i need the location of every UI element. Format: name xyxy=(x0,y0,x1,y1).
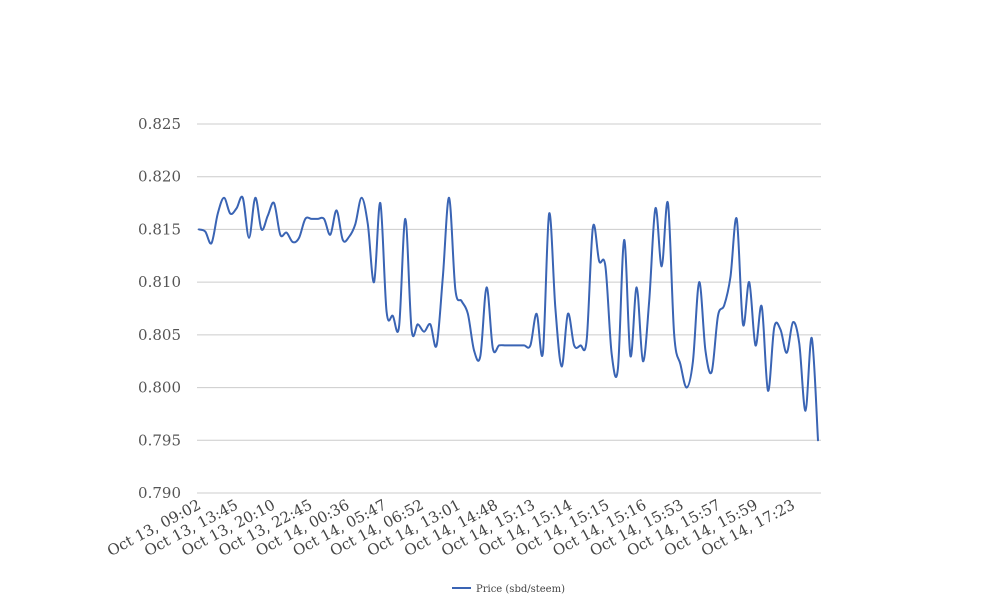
y-tick-label: 0.815 xyxy=(138,220,181,238)
y-tick-label: 0.810 xyxy=(138,273,181,291)
y-tick-label: 0.820 xyxy=(138,168,181,186)
series-layer xyxy=(198,195,819,442)
y-tick-label: 0.825 xyxy=(138,115,181,133)
y-tick-label: 0.795 xyxy=(138,431,181,449)
y-tick-label: 0.790 xyxy=(138,484,181,502)
y-axis-ticks: 0.825 0.820 0.815 0.810 0.805 0.800 0.795 0.790 xyxy=(138,115,181,502)
series-line xyxy=(198,195,819,442)
gridlines xyxy=(197,123,821,494)
legend: Price (sbd/steem) xyxy=(452,584,565,595)
y-tick-label: 0.805 xyxy=(138,326,181,344)
y-tick-label: 0.800 xyxy=(138,379,181,397)
legend-label: Price (sbd/steem) xyxy=(476,584,565,595)
